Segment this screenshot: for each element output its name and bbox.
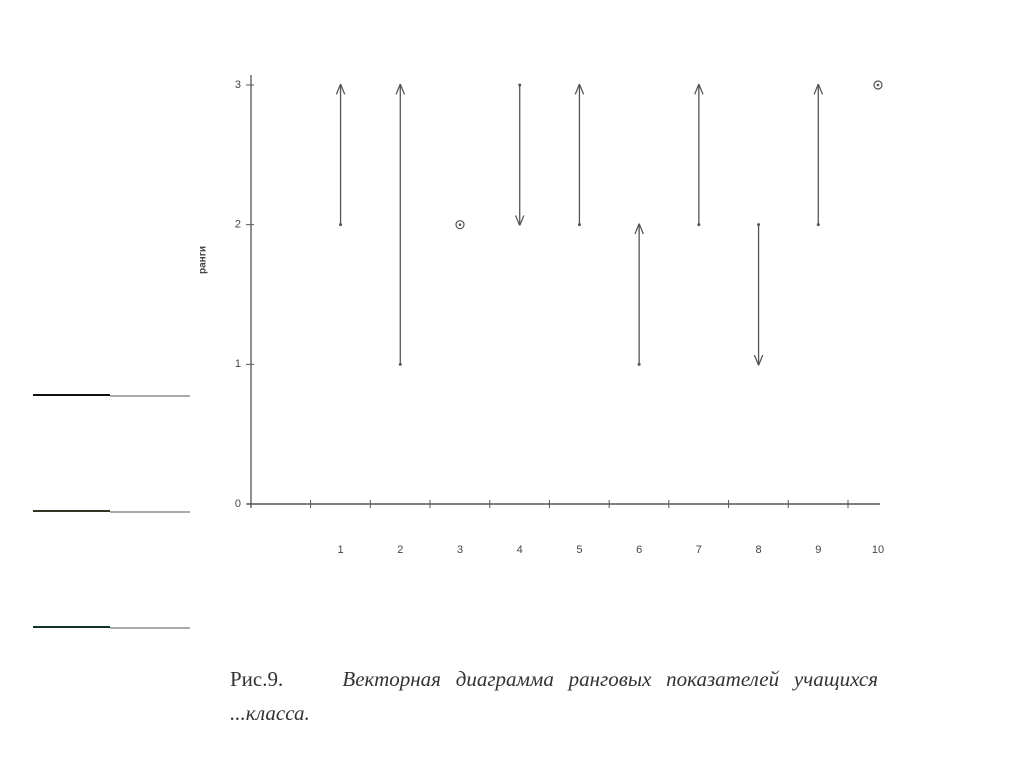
no-change-point — [455, 220, 465, 230]
x-tick-label: 8 — [756, 544, 762, 556]
no-change-dot — [458, 223, 462, 226]
vector-start — [518, 83, 522, 87]
caption: Рис.9. Векторная диаграмма ранговых пока… — [230, 662, 878, 730]
caption-text: Векторная диаграмма ранговых показателей… — [230, 667, 878, 725]
vector-start — [637, 362, 641, 366]
vector-start — [577, 223, 581, 227]
decoration — [33, 394, 190, 629]
x-tick-label: 5 — [576, 544, 582, 556]
x-tick-label: 2 — [397, 544, 403, 556]
y-tick-label: 1 — [235, 358, 241, 370]
y-tick-label: 0 — [235, 498, 241, 510]
vector-start — [697, 223, 701, 227]
y-tick-label: 3 — [235, 79, 241, 91]
y-axis-label: ранги — [198, 246, 209, 274]
x-tick-label: 1 — [338, 544, 344, 556]
no-change-dot — [876, 83, 880, 87]
x-tick-label: 10 — [872, 544, 884, 556]
vector-start — [398, 362, 402, 366]
x-tick-label: 6 — [636, 544, 642, 556]
no-change-point — [873, 80, 883, 90]
x-tick-label: 9 — [815, 544, 821, 556]
y-tick-label: 2 — [235, 219, 241, 231]
vector-start — [816, 223, 820, 227]
x-tick-label: 4 — [517, 544, 523, 556]
vector-start — [757, 223, 761, 227]
caption-label: Рис.9. — [230, 667, 284, 691]
x-tick-label: 7 — [696, 544, 702, 556]
x-tick-label: 3 — [457, 544, 463, 556]
vector-start — [339, 223, 343, 227]
